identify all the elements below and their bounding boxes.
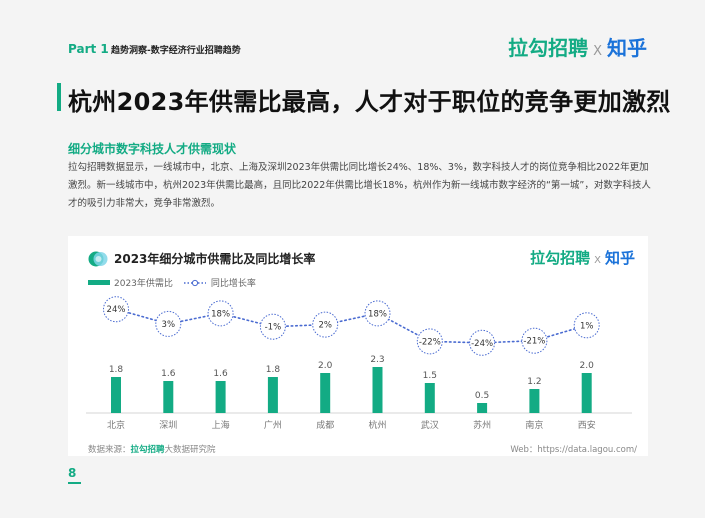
bar-value-label: 1.8 [266,365,281,375]
bar-value-label: 1.5 [423,371,437,381]
growth-value-label: 3% [162,320,176,330]
web-url: Web：https://data.lagou.com/ [510,445,637,455]
chart-logo-icon [88,251,108,267]
data-source: 数据来源：拉勾招聘大数据研究院 [88,443,216,455]
growth-point-上海 [207,300,234,327]
brand-separator: X [593,44,602,59]
growth-value-label: -24% [471,339,493,349]
x-tick-label: 广州 [264,419,282,431]
x-tick-label: 深圳 [159,420,177,431]
bar-北京 [111,377,121,413]
x-tick-label: 南京 [525,419,543,431]
chart-card [68,236,648,456]
lagou-logo: 拉勾招聘 [508,36,589,60]
bar-value-label: 2.0 [580,361,595,371]
legend-bar-label: 2023年供需比 [114,279,173,289]
zhihu-logo: 知乎 [607,36,647,60]
legend-line-swatch [183,279,206,286]
growth-point-南京 [521,327,548,354]
growth-line [115,308,588,344]
bar-南京 [529,389,540,413]
section-heading: 细分城市数字科技人才供需现状 [68,142,237,156]
growth-point-北京 [103,296,129,323]
lagou-logo: 拉勾招聘 [530,249,591,267]
bar-上海 [215,381,226,413]
growth-value-label: -21% [523,337,545,347]
bar-深圳 [163,381,174,413]
source-brand: 拉勾招聘 [130,445,165,455]
x-tick-label: 苏州 [473,419,491,431]
x-tick-label: 武汉 [421,419,439,431]
growth-point-西安 [573,312,600,339]
part-label: Part 1 [68,42,109,56]
growth-value-label: -22% [419,337,441,347]
bar-成都 [320,373,331,413]
title-accent-bar [57,83,61,111]
bar-value-label: 2.0 [318,361,333,371]
page-number-underline [68,482,81,484]
bar-苏州 [477,403,488,413]
legend-line-label: 同比增长率 [210,279,256,289]
bar-value-label: 1.2 [527,377,541,387]
bar-value-label: 1.8 [109,365,124,375]
brand-logo-header: 拉勾招聘 X 知乎 [508,32,647,61]
page-title: 杭州2023年供需比最高，人才对于职位的竞争更加激烈 [68,88,671,116]
growth-point-杭州 [364,300,391,327]
bar-value-label: 2.3 [370,355,384,365]
source-suffix: 大数据研究院 [164,445,216,455]
description-paragraph: 拉勾招聘数据显示，一线城市中，北京、上海及深圳2023年供需比同比增长24%、1… [68,162,651,209]
growth-value-label: 24% [107,305,126,315]
bar-value-label: 1.6 [213,369,228,379]
bar-武汉 [424,383,435,413]
bar-广州 [267,377,278,413]
bar-value-label: 1.6 [161,369,176,379]
brand-separator: X [594,255,601,266]
growth-value-label: -1% [265,323,282,333]
section-subtitle: 趋势洞察-数字经济行业招聘趋势 [111,46,241,56]
page-number: 8 [68,466,77,480]
growth-point-成都 [312,311,339,338]
growth-point-广州 [259,313,286,340]
source-prefix: 数据来源： [88,445,131,455]
growth-value-label: 1% [580,321,594,331]
chart-legend: 2023年供需比 同比增长率 [88,276,256,289]
zhihu-logo: 知乎 [604,249,635,267]
growth-value-label: 18% [211,309,230,319]
bar-西安 [581,373,592,413]
growth-point-深圳 [155,310,182,337]
x-tick-label: 杭州 [368,419,386,431]
brand-logo-chart: 拉勾招聘 X 知乎 [530,247,635,268]
x-tick-label: 北京 [107,419,125,431]
bar-value-label: 0.5 [475,391,489,401]
chart-title: 2023年细分城市供需比及同比增长率 [114,252,316,266]
growth-value-label: 2% [318,321,332,331]
x-tick-label: 西安 [578,419,596,431]
x-tick-label: 上海 [212,419,230,431]
x-tick-label: 成都 [316,419,334,431]
bar-杭州 [372,367,383,413]
growth-value-label: 18% [368,309,387,319]
chart-plot: 1.8 北京 1.6 深圳 1.6 上海 1.8 广州 2.0 成都 2.3 杭州 1.5 武汉 0.5 苏州… [86,296,632,431]
growth-point-武汉 [416,328,443,355]
growth-point-苏州 [469,329,496,356]
legend-bar-swatch [88,280,110,285]
